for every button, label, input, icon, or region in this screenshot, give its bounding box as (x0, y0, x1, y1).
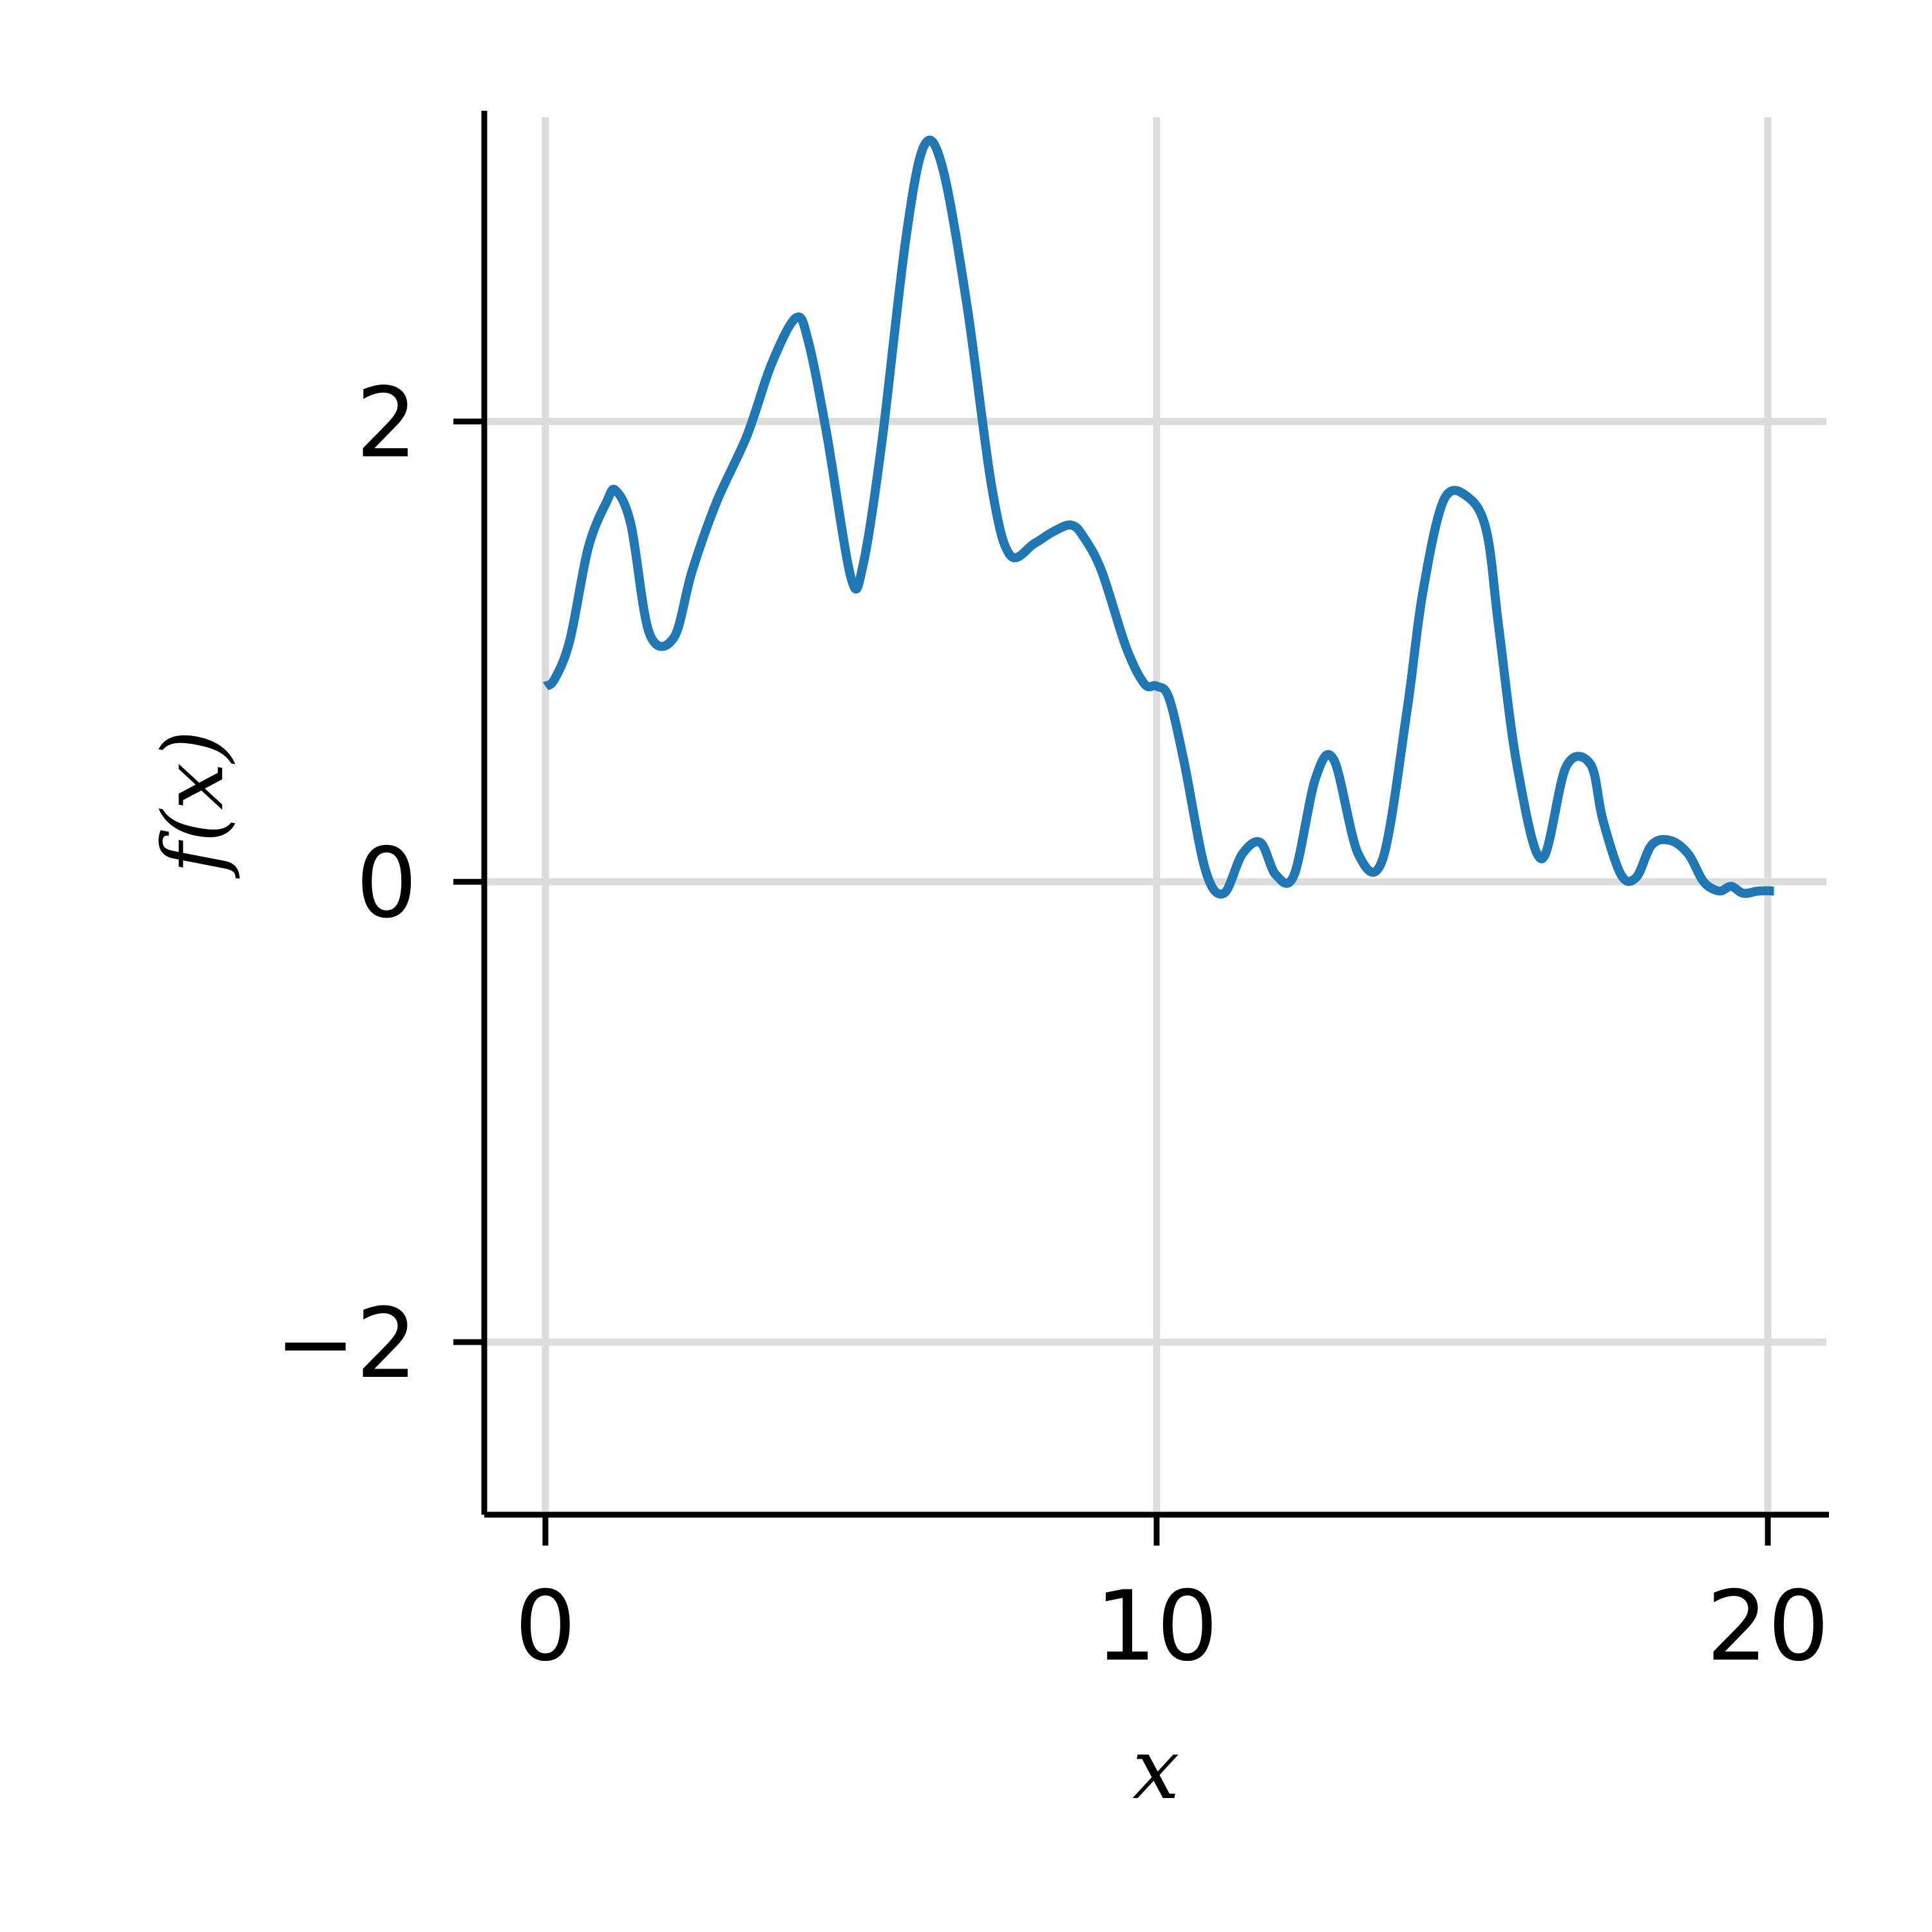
x-axis-label: x (1132, 1720, 1179, 1818)
y-tick-label: 2 (356, 367, 417, 479)
grid (488, 117, 1826, 1511)
ticks: 0 10 20 −2 0 2 (275, 367, 1830, 1683)
x-tick-label: 20 (1707, 1571, 1830, 1683)
series (542, 135, 1774, 899)
x-tick-label: 0 (515, 1571, 576, 1683)
x-tick-label: 10 (1095, 1571, 1218, 1683)
y-tick-label: −2 (275, 1288, 417, 1400)
y-axis-label: f(x) (144, 730, 242, 879)
series-line (542, 135, 1774, 899)
y-tick-label: 0 (356, 828, 417, 940)
